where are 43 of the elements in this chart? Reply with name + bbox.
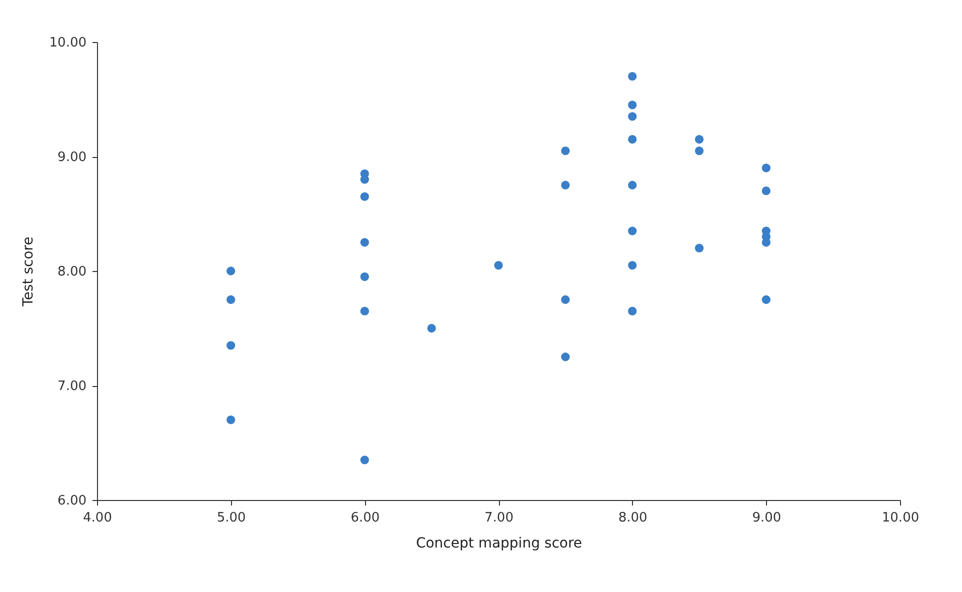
x-tick-label: 6.00: [350, 510, 380, 526]
point: [694, 146, 704, 156]
x-tick-label: 7.00: [484, 510, 514, 526]
x-tick-label: 8.00: [618, 510, 648, 526]
y-tick-label: 8.00: [58, 264, 86, 280]
point: [762, 164, 770, 172]
point: [762, 295, 770, 304]
point: [561, 180, 570, 190]
y-axis-title: Test score: [20, 236, 36, 308]
y-tick-label: 10.00: [49, 36, 86, 50]
x-tick-label: 10.00: [882, 510, 920, 526]
point: [561, 352, 570, 362]
point: [628, 100, 637, 110]
point: [628, 72, 637, 81]
x-tick-label: 9.00: [752, 510, 782, 526]
point: [628, 260, 637, 270]
point: [226, 416, 236, 424]
point: [226, 295, 236, 304]
point: [628, 180, 637, 190]
point: [561, 146, 570, 156]
point: [226, 266, 236, 276]
y-tick-label: 6.00: [58, 494, 86, 508]
x-tick-label: 5.00: [216, 510, 246, 526]
point: [561, 295, 570, 304]
point: [762, 186, 770, 196]
point: [226, 341, 236, 350]
y-tick-label: 9.00: [58, 150, 86, 165]
point: [694, 244, 704, 252]
point: [360, 238, 369, 247]
point: [628, 306, 637, 316]
point: [360, 272, 369, 282]
point: [360, 192, 369, 201]
point: [494, 260, 503, 270]
x-tick-label: 4.00: [83, 510, 112, 526]
point: [360, 306, 369, 316]
y-tick-label: 7.00: [58, 379, 86, 394]
point: [360, 456, 369, 464]
point: [694, 135, 704, 144]
x-axis-title: Concept mapping score: [416, 536, 582, 552]
point: [427, 324, 436, 333]
point: [628, 226, 637, 236]
point: [628, 135, 637, 144]
point: [628, 112, 637, 121]
